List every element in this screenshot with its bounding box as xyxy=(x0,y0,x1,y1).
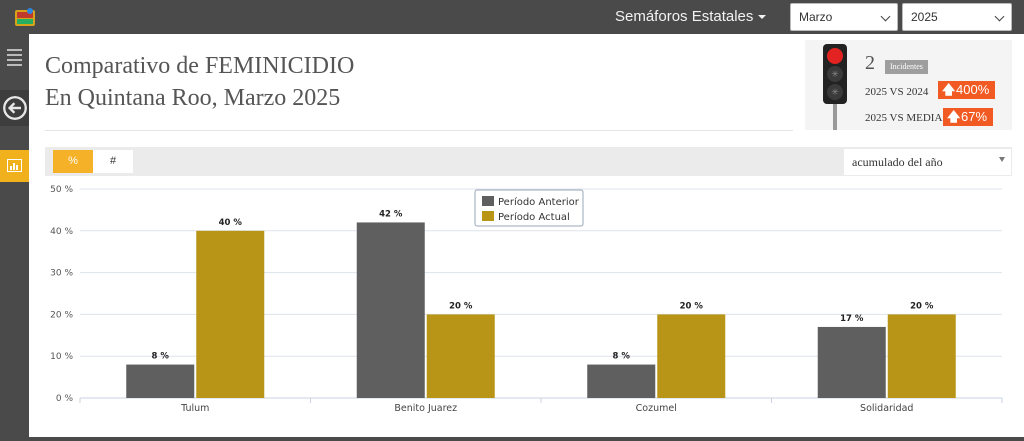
data-label: 20 % xyxy=(910,301,934,311)
red-light xyxy=(827,48,843,64)
x-tick-label: Benito Juarez xyxy=(394,403,457,414)
x-tick-label: Solidaridad xyxy=(860,403,913,414)
bar-anterior xyxy=(817,326,886,398)
count-toggle[interactable]: # xyxy=(93,150,133,173)
bottom-bar xyxy=(0,437,1024,441)
range-select[interactable]: acumulado del año xyxy=(844,149,1011,175)
bar-anterior xyxy=(356,222,425,398)
x-tick-label: Cozumel xyxy=(636,403,677,414)
comparison-badge-media: 🡅67% xyxy=(943,108,993,126)
left-sidebar xyxy=(0,34,29,441)
y-tick-label: 40 % xyxy=(50,227,73,237)
y-tick-label: 20 % xyxy=(50,310,73,320)
traffic-light-icon: ✳ ✳ xyxy=(823,44,847,104)
data-label: 8 % xyxy=(152,352,170,362)
data-label: 20 % xyxy=(680,301,704,311)
arrow-up-icon: 🡅 xyxy=(947,109,961,124)
state-logo xyxy=(15,8,35,26)
divider xyxy=(45,130,793,131)
y-tick-label: 10 % xyxy=(50,352,73,362)
semaforos-menu[interactable]: Semáforos Estatales xyxy=(615,0,767,34)
comparison-label-2024: 2025 VS 2024 xyxy=(865,86,929,98)
chart-toolbar: % # acumulado del año xyxy=(45,147,1012,176)
title-line-2: En Quintana Roo, Marzo 2025 xyxy=(45,85,341,111)
range-select-value: acumulado del año xyxy=(852,155,943,169)
bar-anterior xyxy=(126,364,195,398)
chevron-down-icon xyxy=(994,11,1005,22)
traffic-light-pole xyxy=(833,104,837,130)
semaforos-menu-label: Semáforos Estatales xyxy=(615,8,754,25)
dropdown-arrow-icon xyxy=(999,157,1005,162)
year-select-value: 2025 xyxy=(911,10,938,24)
incident-badge: Incidentes xyxy=(885,60,928,74)
title-line-1: Comparativo de FEMINICIDIO xyxy=(45,53,355,79)
month-select[interactable]: Marzo xyxy=(790,3,898,31)
green-light: ✳ xyxy=(827,84,843,100)
percent-toggle[interactable]: % xyxy=(53,150,93,173)
arrow-left-icon xyxy=(3,96,27,120)
comparison-value-media: 67% xyxy=(961,109,988,124)
legend-swatch xyxy=(482,211,494,221)
comparison-badge-2024: 🡅400% xyxy=(938,81,995,99)
y-tick-label: 50 % xyxy=(50,185,73,195)
hamburger-menu-button[interactable] xyxy=(0,40,29,72)
comparison-value-2024: 400% xyxy=(956,82,990,97)
legend-label: Período Actual xyxy=(498,211,570,223)
top-bar: Semáforos Estatales Marzo 2025 xyxy=(0,0,1024,34)
legend-label: Período Anterior xyxy=(498,196,580,208)
bar-chart-icon xyxy=(7,159,22,172)
data-label: 40 % xyxy=(219,218,243,228)
back-button[interactable] xyxy=(0,90,29,126)
bar-anterior xyxy=(587,364,656,398)
bar-chart: 0 % 10 % 20 % 30 % 40 % 50 % 8 % 40 % Tulum 42 % 2… xyxy=(50,185,1003,414)
data-label: 8 % xyxy=(613,352,631,362)
traffic-light-panel: ✳ ✳ 2 Incidentes 2025 VS 2024 🡅400% 2025… xyxy=(805,40,1012,130)
legend-swatch xyxy=(482,196,494,206)
year-select[interactable]: 2025 xyxy=(902,3,1012,31)
amber-light: ✳ xyxy=(827,66,843,82)
y-tick-label: 30 % xyxy=(50,269,73,279)
bar-actual xyxy=(196,230,265,398)
data-label: 20 % xyxy=(449,301,473,311)
legend-box xyxy=(474,189,584,227)
chevron-down-icon xyxy=(880,11,891,22)
arrow-up-icon: 🡅 xyxy=(942,82,956,97)
y-tick-label: 0 % xyxy=(56,394,74,404)
bar-actual xyxy=(657,314,726,398)
chart-view-button[interactable] xyxy=(0,150,29,182)
comparison-label-media: 2025 VS MEDIA xyxy=(865,112,943,124)
month-select-value: Marzo xyxy=(799,10,833,24)
x-tick-label: Tulum xyxy=(180,403,209,414)
page-title: Comparativo de FEMINICIDIO En Quintana R… xyxy=(45,50,354,114)
data-label: 42 % xyxy=(379,209,403,219)
bar-actual xyxy=(426,314,495,398)
incident-count: 2 xyxy=(865,52,875,74)
data-label: 17 % xyxy=(840,314,864,324)
caret-down-icon xyxy=(758,15,767,20)
bar-actual xyxy=(887,314,956,398)
